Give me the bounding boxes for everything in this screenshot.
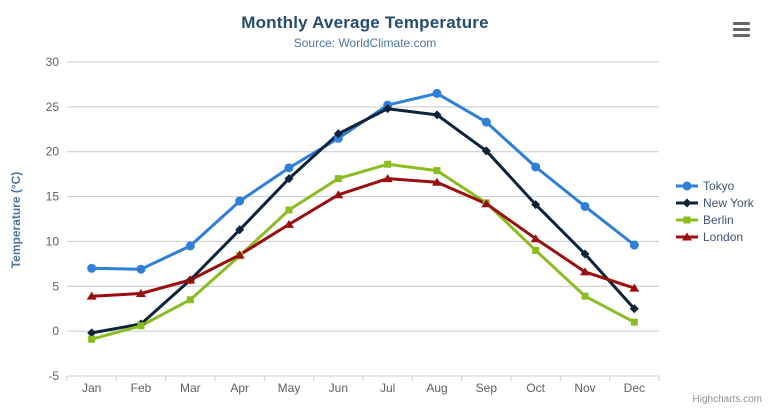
- y-axis-label: 30: [46, 55, 60, 69]
- marker-tokyo-mar: [185, 241, 195, 251]
- marker-london-jul: [382, 174, 393, 183]
- marker-new-york-jul: [383, 104, 393, 114]
- legend-marker-berlin: [683, 216, 691, 223]
- london-series-marker-icon: [676, 232, 698, 240]
- marker-london-oct: [530, 234, 541, 243]
- hamburger-icon: [733, 34, 750, 37]
- x-axis-label: Jun: [329, 381, 348, 395]
- marker-berlin-oct: [532, 246, 540, 254]
- marker-london-may: [284, 219, 294, 228]
- marker-london-apr: [234, 250, 245, 259]
- marker-new-york-apr: [235, 225, 245, 235]
- chart-title: Monthly Average Temperature: [241, 13, 489, 32]
- marker-berlin-dec: [630, 318, 638, 326]
- marker-tokyo-nov: [580, 201, 590, 211]
- series-line-new-york: [90, 107, 636, 335]
- x-axis-label: Jul: [380, 381, 395, 395]
- y-axis-label: 10: [46, 234, 60, 248]
- marker-berlin-jun: [334, 175, 342, 183]
- legend-item-london[interactable]: London: [676, 228, 754, 245]
- marker-berlin-may: [285, 206, 293, 214]
- x-axis-label: Apr: [230, 381, 249, 395]
- marker-berlin-nov: [581, 292, 589, 300]
- legend-label-london: London: [703, 229, 744, 244]
- marker-tokyo-oct: [531, 162, 541, 172]
- legend-item-tokyo[interactable]: Tokyo: [676, 177, 754, 194]
- marker-london-dec: [629, 283, 640, 292]
- legend-label-tokyo: Tokyo: [703, 178, 735, 193]
- berlin-series-marker-icon: [676, 216, 698, 223]
- marker-berlin-jan: [88, 335, 96, 343]
- y-axis-label: 15: [46, 190, 60, 204]
- legend-item-berlin[interactable]: Berlin: [676, 211, 754, 228]
- legend-label-new-york: New York: [703, 195, 754, 210]
- marker-new-york-jan: [87, 328, 97, 338]
- marker-tokyo-feb: [136, 264, 146, 274]
- x-axis-label: Dec: [624, 381, 645, 395]
- marker-tokyo-dec: [629, 240, 639, 250]
- series-line-london: [90, 177, 636, 298]
- marker-new-york-may: [284, 174, 294, 184]
- marker-tokyo-aug: [432, 88, 442, 98]
- y-axis-label: 0: [52, 324, 59, 338]
- hamburger-icon: [733, 22, 750, 25]
- new-york-series-marker-icon: [676, 198, 698, 207]
- marker-london-mar: [185, 275, 196, 284]
- legend: Tokyo New York Berlin London: [676, 177, 754, 245]
- x-axis-label: Mar: [180, 381, 201, 395]
- marker-london-jun: [333, 190, 344, 199]
- marker-london-sep: [481, 199, 492, 208]
- legend-label-berlin: Berlin: [703, 212, 734, 227]
- chart-subtitle: Source: WorldClimate.com: [293, 36, 437, 50]
- x-axis-label: May: [278, 381, 301, 395]
- hamburger-icon: [733, 28, 750, 31]
- x-axis-label: Oct: [526, 381, 545, 395]
- marker-london-jan: [86, 291, 97, 300]
- legend-marker-london: [682, 232, 692, 240]
- marker-london-feb: [136, 288, 146, 297]
- marker-berlin-feb: [137, 322, 145, 330]
- legend-marker-new-york: [682, 198, 692, 207]
- x-axis-label: Feb: [131, 381, 152, 395]
- marker-tokyo-jan: [87, 263, 97, 273]
- y-axis-label: 25: [46, 100, 60, 114]
- marker-berlin-mar: [186, 296, 194, 304]
- legend-item-new-york[interactable]: New York: [676, 194, 754, 211]
- marker-tokyo-apr: [235, 196, 245, 206]
- y-axis-title: Temperature (°C): [9, 171, 23, 269]
- credits-link[interactable]: Highcharts.com: [692, 394, 762, 405]
- x-axis-label: Sep: [476, 381, 498, 395]
- marker-tokyo-sep: [481, 117, 491, 127]
- marker-berlin-aug: [433, 167, 441, 175]
- marker-new-york-oct: [531, 200, 541, 210]
- export-menu-button[interactable]: [731, 20, 753, 39]
- marker-london-aug: [432, 177, 442, 186]
- marker-berlin-jul: [384, 160, 392, 168]
- legend-marker-tokyo: [682, 181, 692, 190]
- marker-london-nov: [580, 267, 590, 276]
- series-line-berlin: [90, 162, 636, 341]
- x-axis-label: Nov: [574, 381, 595, 395]
- marker-new-york-jun: [333, 129, 343, 139]
- marker-new-york-dec: [629, 304, 639, 314]
- y-axis-label: -5: [48, 369, 59, 383]
- y-axis-label: 20: [46, 145, 60, 159]
- x-axis-label: Aug: [426, 381, 447, 395]
- marker-new-york-sep: [481, 146, 491, 156]
- tokyo-series-marker-icon: [676, 181, 698, 190]
- x-axis-label: Jan: [82, 381, 101, 395]
- marker-new-york-nov: [580, 249, 590, 259]
- marker-new-york-aug: [432, 110, 442, 120]
- marker-tokyo-may: [284, 163, 294, 173]
- y-axis-label: 5: [52, 279, 59, 293]
